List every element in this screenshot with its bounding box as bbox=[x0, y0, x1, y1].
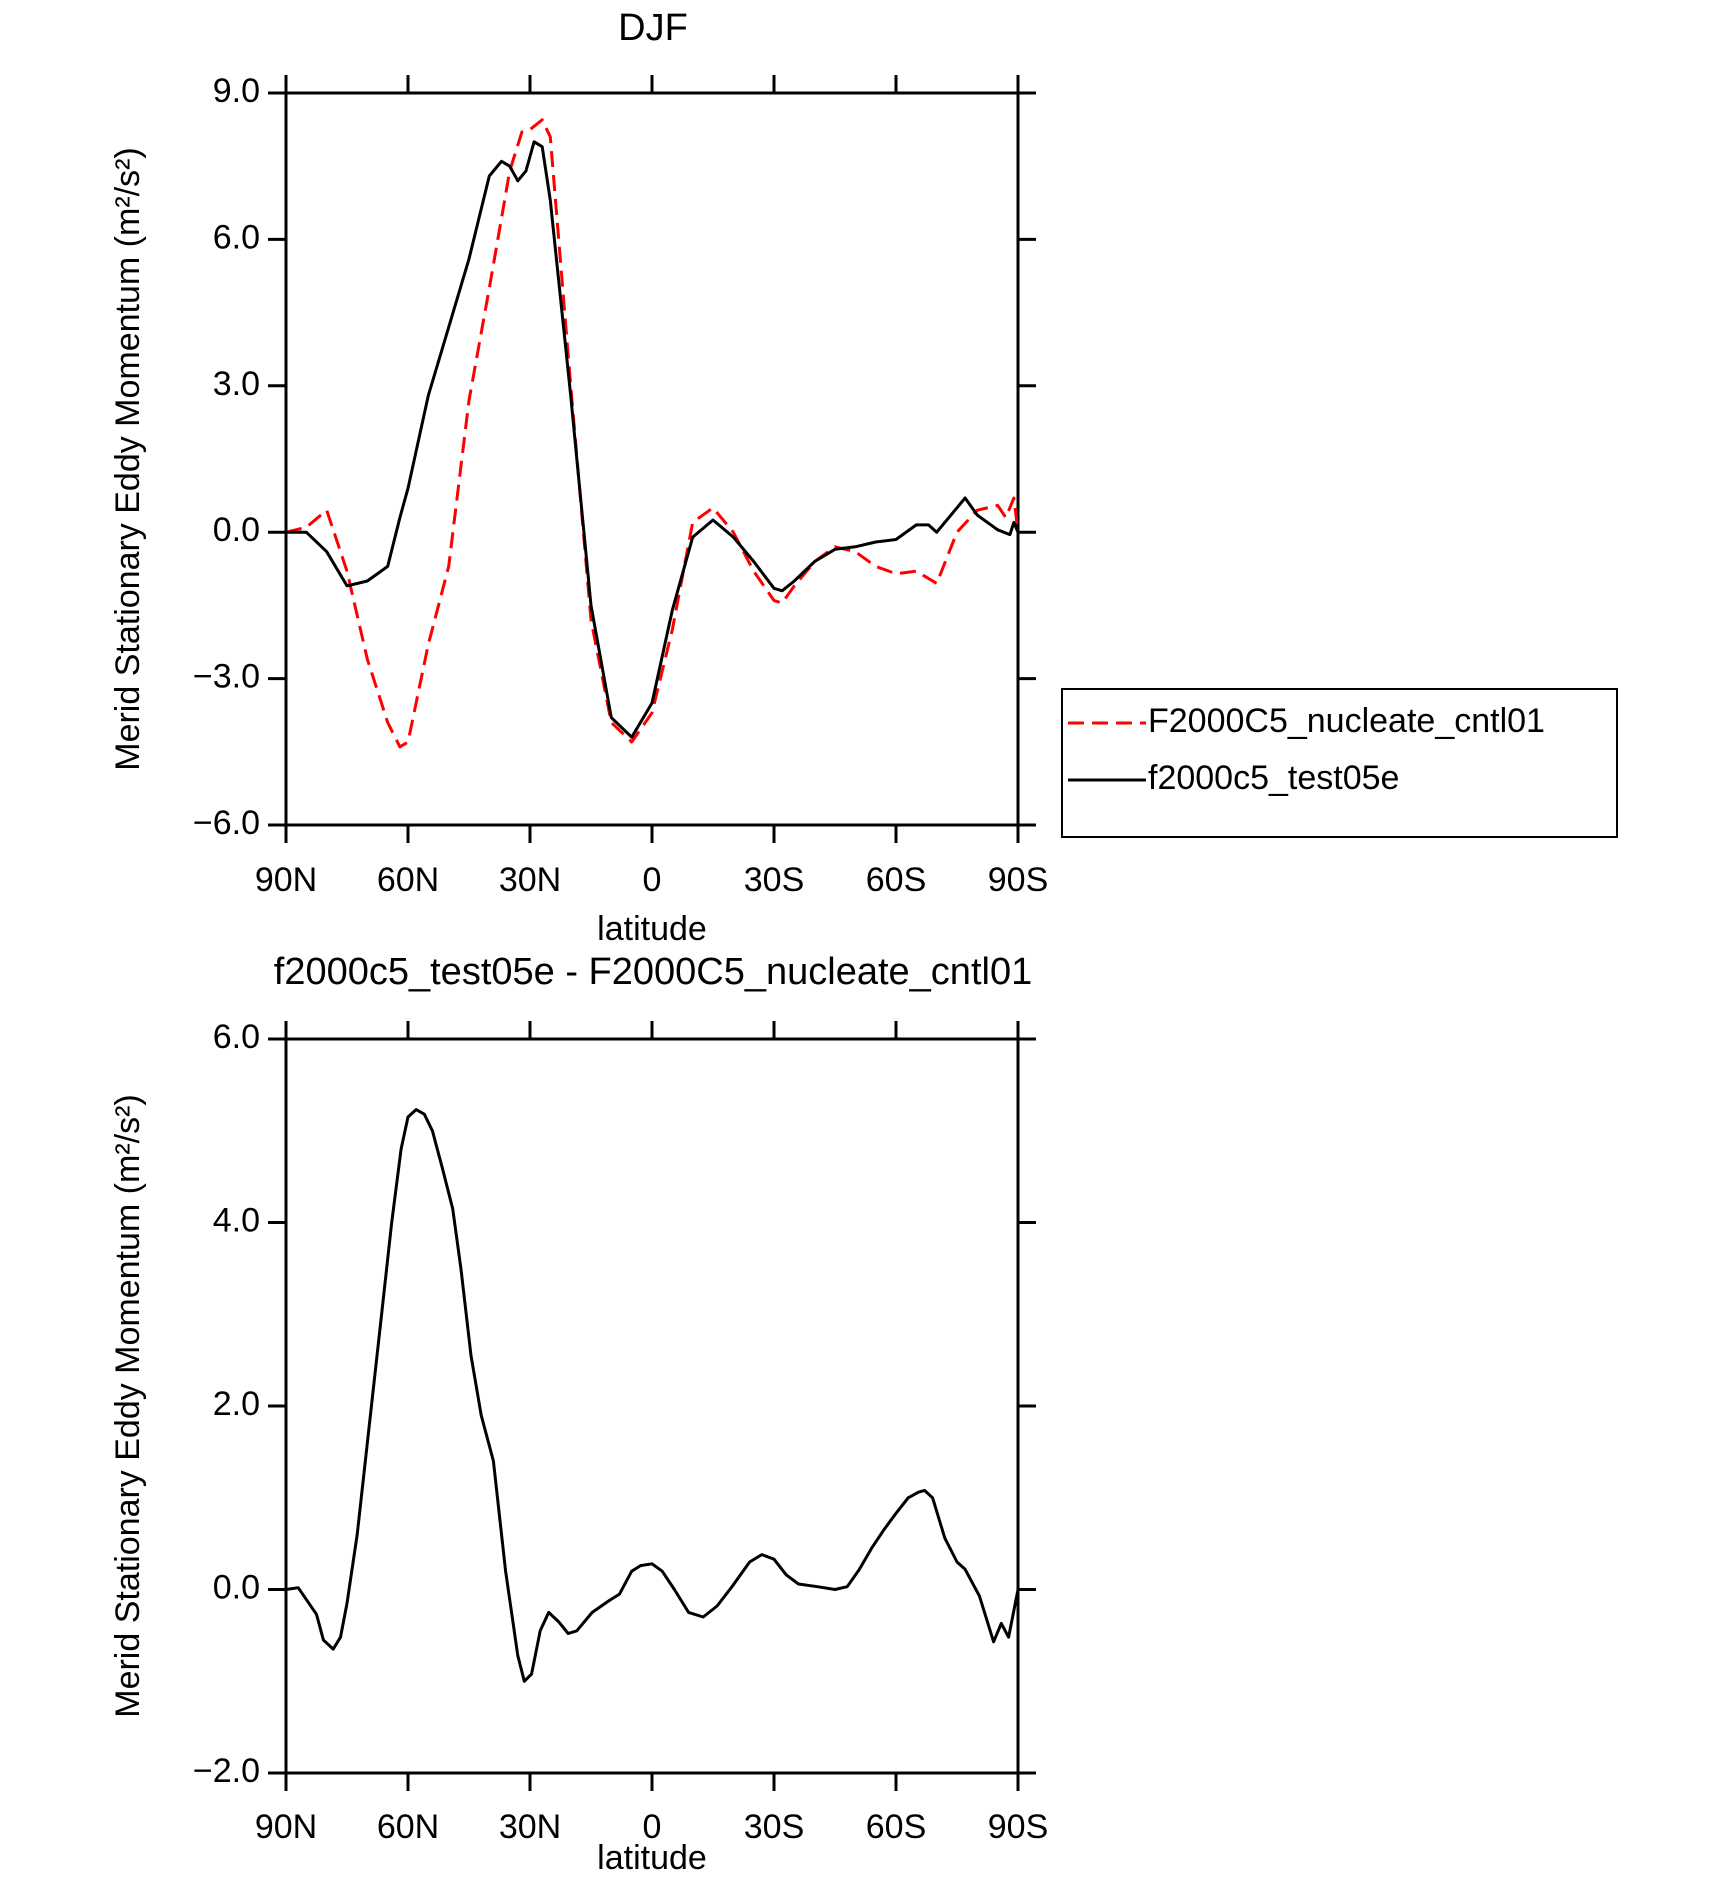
x-tick-label: 30S bbox=[744, 861, 805, 899]
x-tick-label: 60S bbox=[866, 861, 927, 899]
legend-label: f2000c5_test05e bbox=[1148, 759, 1399, 797]
x-tick-label: 90N bbox=[255, 861, 317, 899]
x-tick-label: 90N bbox=[255, 1808, 317, 1846]
legend-label: F2000C5_nucleate_cntl01 bbox=[1148, 702, 1545, 740]
x-tick-label: 30S bbox=[744, 1808, 805, 1846]
x-tick-label: 90S bbox=[988, 861, 1049, 899]
y-axis-label: Merid Stationary Eddy Momentum (m²/s²) bbox=[109, 147, 147, 771]
y-tick-label: −6.0 bbox=[193, 804, 260, 842]
plot-frame bbox=[284, 1037, 1020, 1775]
y-tick-label: 9.0 bbox=[213, 72, 260, 110]
y-tick-label: −2.0 bbox=[193, 1752, 260, 1790]
data-line bbox=[286, 140, 1020, 739]
x-tick-label: 60S bbox=[866, 1808, 927, 1846]
data-line bbox=[285, 1108, 1020, 1683]
legend-box bbox=[1061, 688, 1618, 838]
y-tick-label: 6.0 bbox=[213, 1018, 260, 1056]
y-tick-label: 0.0 bbox=[213, 1568, 260, 1606]
y-tick-label: 4.0 bbox=[213, 1201, 260, 1239]
y-tick-label: 0.0 bbox=[213, 511, 260, 549]
x-tick-label: 0 bbox=[643, 861, 662, 899]
data-line bbox=[285, 118, 1020, 749]
y-tick-label: 3.0 bbox=[213, 365, 260, 403]
chart-title: DJF bbox=[618, 7, 688, 49]
y-tick-label: −3.0 bbox=[193, 658, 260, 696]
y-tick-label: 2.0 bbox=[213, 1385, 260, 1423]
chart-title: f2000c5_test05e - F2000C5_nucleate_cntl0… bbox=[274, 951, 1032, 993]
x-tick-label: 30N bbox=[499, 861, 561, 899]
x-axis-label: latitude bbox=[597, 1839, 707, 1877]
x-tick-label: 90S bbox=[988, 1808, 1049, 1846]
x-tick-label: 60N bbox=[377, 861, 439, 899]
x-axis-label: latitude bbox=[597, 910, 707, 948]
x-tick-label: 30N bbox=[499, 1808, 561, 1846]
y-axis-label: Merid Stationary Eddy Momentum (m²/s²) bbox=[109, 1094, 147, 1718]
y-tick-label: 6.0 bbox=[213, 218, 260, 256]
x-tick-label: 60N bbox=[377, 1808, 439, 1846]
x-tick-label: 0 bbox=[643, 1808, 662, 1846]
